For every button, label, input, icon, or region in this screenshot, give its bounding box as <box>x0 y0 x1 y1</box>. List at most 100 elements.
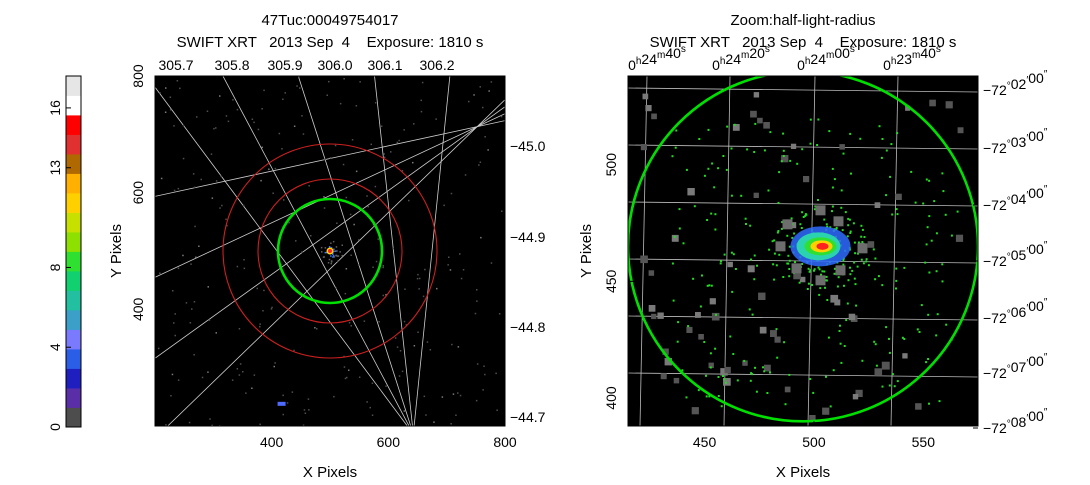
left-count-pixel <box>370 143 372 146</box>
right-count-dot <box>675 129 678 132</box>
left-count-pixel <box>165 424 167 426</box>
left-count-pixel <box>435 118 437 120</box>
left-count-pixel <box>403 410 406 412</box>
left-count-pixel <box>482 106 484 109</box>
left-count-pixel <box>358 239 360 241</box>
dec-arcsec-unit: ″ <box>1044 240 1048 251</box>
dec-degrees-unit: ° <box>1007 309 1011 320</box>
right-count-dot <box>817 199 819 201</box>
right-count-dot <box>928 271 931 274</box>
right-count-dot <box>776 356 779 359</box>
right-count-dot <box>840 361 843 364</box>
left-source-count <box>320 246 323 249</box>
left-count-pixel <box>403 129 405 131</box>
right-count-dot <box>698 138 701 140</box>
right-count-pixel <box>711 312 720 321</box>
right-y-ticks: 400 450 500 <box>603 153 633 410</box>
colorbar: 0 4 8 13 16 <box>47 75 82 431</box>
left-count-pixel <box>383 153 385 155</box>
left-count-pixel <box>208 319 211 321</box>
right-count-dot <box>722 375 724 377</box>
right-count-dot <box>925 178 928 181</box>
left-count-pixel <box>182 254 184 257</box>
left-count-pixel <box>355 170 358 173</box>
right-count-dot <box>891 213 894 216</box>
right-count-pixel <box>664 358 672 366</box>
right-dec-gridline <box>628 201 978 207</box>
right-source-count <box>801 263 804 265</box>
right-ra-gridline <box>639 76 648 426</box>
left-count-pixel <box>344 292 347 295</box>
left-count-pixel <box>374 185 377 188</box>
right-count-dot <box>715 313 717 316</box>
left-count-pixel <box>478 164 480 166</box>
right-count-dot <box>782 149 785 152</box>
right-source-count <box>804 214 807 217</box>
left-dec-gridline <box>155 113 505 278</box>
left-count-pixel <box>447 264 449 266</box>
right-count-dot <box>730 147 733 150</box>
left-count-pixel <box>188 421 191 424</box>
right-dec-gridline <box>628 144 978 150</box>
right-count-dot <box>717 376 720 378</box>
right-count-pixel <box>895 193 902 200</box>
right-source-count <box>788 268 791 270</box>
right-source-count <box>823 270 826 273</box>
right-source-count <box>835 226 838 229</box>
left-count-pixel <box>422 295 425 298</box>
left-count-pixel <box>383 156 386 159</box>
right-count-dot <box>828 130 831 133</box>
left-count-pixel <box>479 86 481 88</box>
colorbar-cell <box>66 115 81 135</box>
left-count-pixel <box>191 308 193 310</box>
right-count-pixel <box>774 336 781 343</box>
right-count-dot <box>826 299 829 301</box>
left-count-pixel <box>390 151 392 153</box>
right-count-dot <box>941 263 944 266</box>
left-count-pixel <box>213 127 215 130</box>
left-count-pixel <box>236 265 239 268</box>
left-count-pixel <box>220 175 222 177</box>
right-count-dot <box>928 215 931 218</box>
left-count-pixel <box>174 334 176 337</box>
right-dec-tick-label: −72°08′00″ <box>983 407 1048 436</box>
right-count-dot <box>885 326 888 329</box>
right-count-dot <box>731 290 734 293</box>
right-count-dot <box>710 284 713 287</box>
left-count-pixel <box>421 81 424 84</box>
colorbar-cell <box>66 271 81 291</box>
left-count-pixel <box>173 125 175 127</box>
right-count-dot <box>924 261 927 264</box>
right-subtitle: SWIFT XRT 2013 Sep 4 Exposure: 1810 s <box>650 34 957 51</box>
right-x-tick-label: 450 <box>693 434 717 450</box>
right-count-pixel <box>753 192 759 198</box>
left-count-pixel <box>345 196 348 199</box>
dec-degrees: −72 <box>983 197 1007 213</box>
right-count-dot <box>816 144 819 146</box>
left-count-pixel <box>281 148 283 150</box>
right-source-count <box>781 221 784 224</box>
right-count-dot <box>927 313 930 316</box>
left-source-count <box>339 251 341 253</box>
left-count-pixel <box>476 300 478 302</box>
left-count-pixel <box>256 287 258 290</box>
dec-arcmin-unit: ′ <box>1026 303 1028 314</box>
right-count-dot <box>749 224 752 227</box>
ra-seconds-unit: s <box>765 44 770 55</box>
dec-arcsec: 00 <box>1028 128 1044 144</box>
right-count-dot <box>678 227 681 230</box>
right-count-dot <box>719 262 722 265</box>
right-source <box>768 205 875 290</box>
right-count-dot <box>893 385 896 388</box>
right-count-dot <box>745 223 747 225</box>
right-count-pixel <box>720 368 728 376</box>
left-title: 47Tuc:00049754017 <box>261 12 398 29</box>
dec-degrees-unit: ° <box>1007 196 1011 207</box>
ra-hours-unit: h <box>891 56 897 67</box>
left-count-pixel <box>413 123 415 125</box>
left-count-pixel <box>342 163 345 166</box>
right-count-dot <box>749 379 752 382</box>
ra-minutes-unit: m <box>912 50 920 61</box>
left-count-pixel <box>259 423 261 426</box>
